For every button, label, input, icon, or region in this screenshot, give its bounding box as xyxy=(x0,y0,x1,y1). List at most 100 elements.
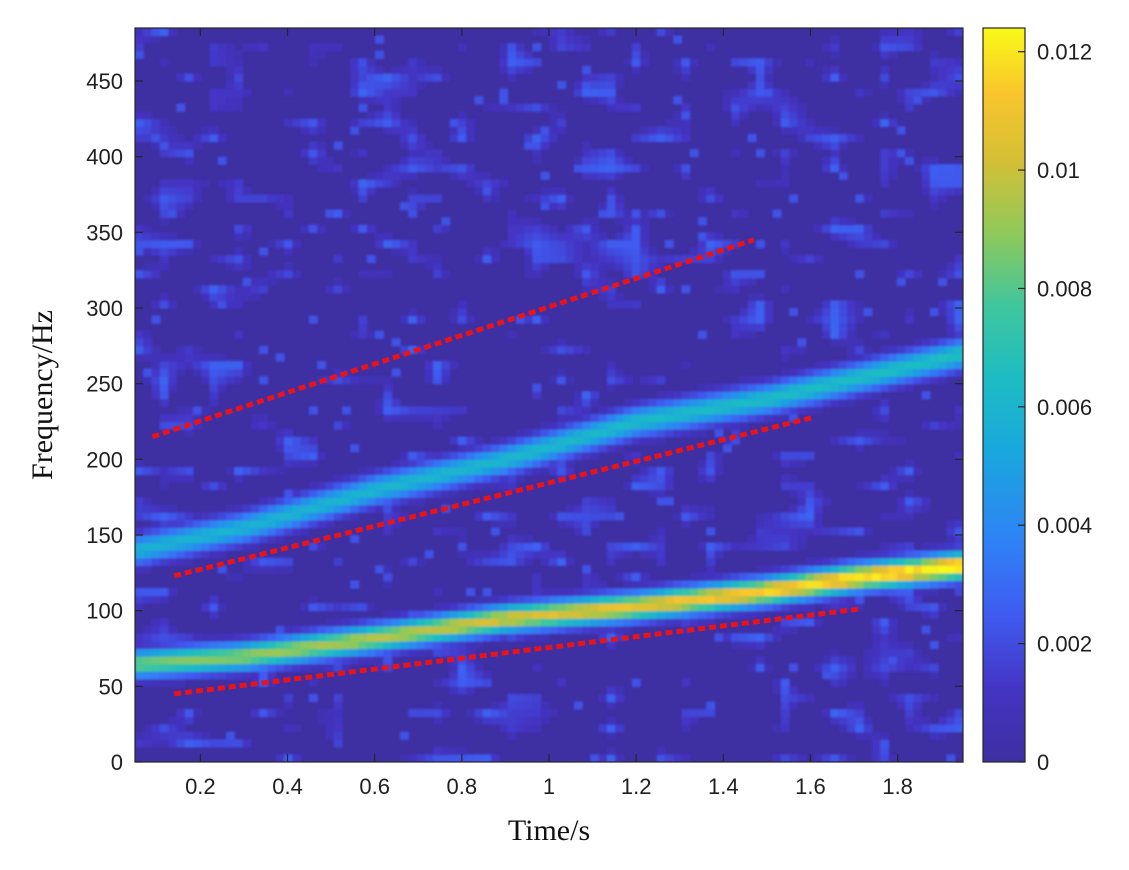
heatmap-cell xyxy=(482,444,492,453)
heatmap-cell xyxy=(433,262,442,271)
heatmap-cell xyxy=(689,398,699,407)
heatmap-cell xyxy=(921,550,931,559)
heatmap-cell xyxy=(838,315,848,324)
heatmap-cell xyxy=(813,489,823,498)
heatmap-cell xyxy=(135,239,144,249)
heatmap-cell xyxy=(474,640,484,650)
heatmap-cell xyxy=(532,716,542,725)
heatmap-cell xyxy=(474,709,484,718)
heatmap-cell xyxy=(706,413,716,423)
heatmap-cell xyxy=(491,482,500,491)
heatmap-cell xyxy=(507,595,517,604)
heatmap-cell xyxy=(855,307,865,317)
heatmap-cell xyxy=(557,625,567,634)
heatmap-cell xyxy=(880,118,890,127)
heatmap-cell xyxy=(896,28,906,37)
heatmap-cell xyxy=(590,519,600,529)
heatmap-cell xyxy=(789,406,798,415)
heatmap-cell xyxy=(813,126,823,135)
heatmap-cell xyxy=(159,542,169,551)
heatmap-cell xyxy=(582,43,591,52)
heatmap-cell xyxy=(590,580,600,589)
heatmap-cell xyxy=(681,709,691,718)
heatmap-cell xyxy=(192,285,202,294)
heatmap-cell xyxy=(606,247,616,256)
heatmap-cell xyxy=(598,444,608,453)
heatmap-cell xyxy=(416,625,426,634)
heatmap-cell xyxy=(797,133,807,143)
heatmap-cell xyxy=(383,497,393,506)
heatmap-cell xyxy=(300,497,310,506)
heatmap-cell xyxy=(366,224,376,233)
heatmap-cell xyxy=(946,557,956,566)
heatmap-cell xyxy=(747,640,757,650)
heatmap-cell xyxy=(681,603,691,612)
heatmap-cell xyxy=(433,224,442,233)
heatmap-cell xyxy=(226,739,235,748)
heatmap-cell xyxy=(317,633,327,642)
heatmap-cell xyxy=(491,527,500,536)
heatmap-cell xyxy=(524,65,534,75)
heatmap-cell xyxy=(714,429,724,438)
heatmap-cell xyxy=(532,587,542,597)
heatmap-cell xyxy=(375,482,384,491)
heatmap-cell xyxy=(722,315,732,324)
heatmap-cell xyxy=(590,96,600,105)
heatmap-cell xyxy=(582,391,591,400)
heatmap-cell xyxy=(184,360,194,370)
heatmap-cell xyxy=(474,625,484,634)
heatmap-cell xyxy=(176,149,186,158)
heatmap-cell xyxy=(242,262,252,271)
heatmap-cell xyxy=(507,58,517,67)
heatmap-cell xyxy=(424,625,434,634)
heatmap-cell xyxy=(284,504,293,513)
heatmap-cell xyxy=(226,671,235,680)
heatmap-cell xyxy=(896,474,906,483)
heatmap-cell xyxy=(606,640,616,650)
heatmap-cell xyxy=(640,587,649,597)
heatmap-cell xyxy=(234,232,244,241)
heatmap-cell xyxy=(217,656,227,665)
heatmap-cell xyxy=(135,270,144,279)
heatmap-cell xyxy=(333,739,343,748)
heatmap-cell xyxy=(905,565,914,574)
heatmap-cell xyxy=(888,118,898,127)
heatmap-cell xyxy=(135,247,144,256)
heatmap-cell xyxy=(549,376,558,385)
heatmap-cell xyxy=(847,368,856,377)
heatmap-cell xyxy=(822,527,832,536)
heatmap-cell xyxy=(457,300,467,309)
heatmap-cell xyxy=(830,43,840,52)
heatmap-cell xyxy=(375,35,384,44)
heatmap-cell xyxy=(557,126,567,135)
heatmap-cell xyxy=(838,383,848,392)
heatmap-cell xyxy=(789,111,798,120)
heatmap-cell xyxy=(573,88,583,97)
heatmap-cell xyxy=(143,625,153,634)
heatmap-cell xyxy=(433,194,442,203)
heatmap-cell xyxy=(880,557,890,566)
y-tick-label: 200 xyxy=(86,447,123,472)
heatmap-cell xyxy=(606,587,616,597)
heatmap-cell xyxy=(929,88,939,97)
heatmap-cell xyxy=(491,603,500,612)
heatmap-cell xyxy=(242,663,252,672)
heatmap-cell xyxy=(433,376,442,385)
heatmap-cell xyxy=(880,572,890,581)
heatmap-cell xyxy=(135,663,144,672)
heatmap-cell xyxy=(449,133,459,143)
heatmap-cell xyxy=(606,383,616,392)
heatmap-cell xyxy=(722,444,732,453)
heatmap-cell xyxy=(159,648,169,657)
heatmap-cell xyxy=(606,194,616,203)
heatmap-cell xyxy=(888,474,898,483)
x-tick-label: 0.2 xyxy=(185,774,216,799)
heatmap-cell xyxy=(549,239,558,249)
heatmap-cell xyxy=(234,224,244,233)
heatmap-cell xyxy=(457,315,467,324)
heatmap-cell xyxy=(284,444,293,453)
heatmap-cell xyxy=(573,270,583,279)
heatmap-cell xyxy=(151,194,161,203)
heatmap-cell xyxy=(176,421,186,430)
x-axis: 0.2 0.4 0.6 0.8 1 1.2 1.4 1.6 1.8 xyxy=(185,28,913,799)
